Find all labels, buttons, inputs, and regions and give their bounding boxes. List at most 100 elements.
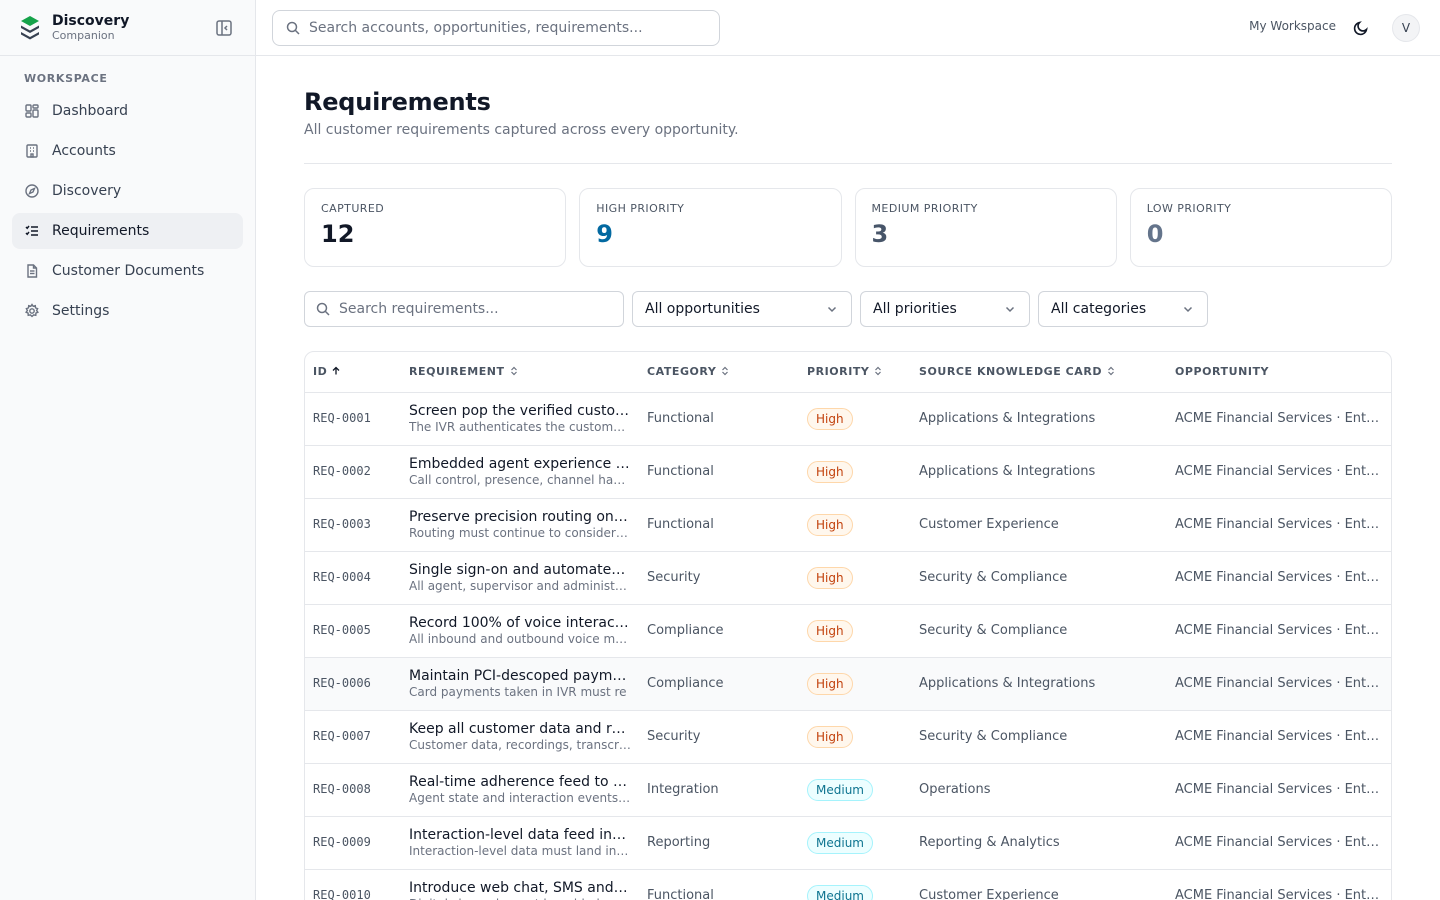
requirement-title[interactable]: Keep all customer data and recordings <box>409 721 631 737</box>
cell-requirement[interactable]: Maintain PCI-descoped payment Card paymen… <box>401 656 639 710</box>
column-header-id[interactable]: ID <box>305 352 401 392</box>
table-row[interactable]: REQ-0010 Introduce web chat, SMS and mess… <box>305 868 1391 900</box>
page-subtitle: All customer requirements captured acros… <box>304 122 739 138</box>
sidebar-item-dashboard[interactable]: Dashboard <box>12 93 243 129</box>
priority-badge: Medium <box>807 778 873 801</box>
sort-icon <box>875 366 882 376</box>
column-header-priority[interactable]: PRIORITY <box>799 352 911 392</box>
sidebar-item-customer-documents[interactable]: Customer Documents <box>12 253 243 289</box>
cell-requirement[interactable]: Single sign-on and automated provisionin… <box>401 550 639 604</box>
table-row[interactable]: REQ-0006 Maintain PCI-descoped payment Car… <box>305 656 1391 710</box>
cell-source: Reporting & Analytics <box>911 815 1167 869</box>
sidebar-item-label: Accounts <box>52 143 116 159</box>
cell-requirement[interactable]: Interaction-level data feed into the Inte… <box>401 815 639 869</box>
column-header-requirement[interactable]: REQUIREMENT <box>401 352 639 392</box>
brand-subtitle: Companion <box>52 28 115 42</box>
cell-requirement[interactable]: Preserve precision routing on premium qu… <box>401 497 639 551</box>
category-select-value: All categories <box>1051 301 1147 317</box>
chevron-down-icon <box>1005 306 1015 313</box>
cell-opportunity: ACME Financial Services · Enterprise Con… <box>1167 656 1391 710</box>
requirement-title[interactable]: Preserve precision routing on premium qu… <box>409 509 631 525</box>
requirement-id: REQ-0010 <box>313 888 371 900</box>
column-header-source[interactable]: SOURCE KNOWLEDGE CARD <box>911 352 1167 392</box>
table-row[interactable]: REQ-0001 Screen pop the verified customer… <box>305 391 1391 445</box>
category-select[interactable]: All categories <box>1038 291 1208 327</box>
cell-id: REQ-0010 <box>305 868 401 900</box>
opportunity-select[interactable]: All opportunities <box>632 291 852 327</box>
requirement-title[interactable]: Real-time adherence feed to the WFM <box>409 774 631 790</box>
stat-label: CAPTURED <box>321 202 385 215</box>
sidebar-item-requirements[interactable]: Requirements <box>12 213 243 249</box>
cell-requirement[interactable]: Real-time adherence feed to the WFMAgent… <box>401 762 639 816</box>
requirements-search-input[interactable] <box>339 301 613 317</box>
requirement-description: Card payments taken in IVR must re <box>409 685 627 699</box>
sidebar-item-settings[interactable]: Settings <box>12 293 243 329</box>
sidebar-item-discovery[interactable]: Discovery <box>12 173 243 209</box>
avatar[interactable]: V <box>1392 14 1420 42</box>
chevron-down-icon <box>1183 306 1193 313</box>
cell-priority: High <box>799 709 911 763</box>
moon-icon[interactable] <box>1352 19 1370 37</box>
brand-name: Discovery <box>52 12 130 29</box>
column-header-category[interactable]: CATEGORY <box>639 352 799 392</box>
cell-requirement[interactable]: Introduce web chat, SMS and messagingDig… <box>401 868 639 900</box>
cell-requirement[interactable]: Record 100% of voice interactions All inb… <box>401 603 639 657</box>
gear-icon <box>25 303 39 318</box>
sidebar-collapse-icon[interactable] <box>215 19 233 37</box>
requirement-id: REQ-0007 <box>313 729 371 743</box>
requirements-search[interactable] <box>304 291 624 327</box>
requirement-description: Routing must continue to consider premiu… <box>409 526 631 540</box>
cell-id: REQ-0003 <box>305 497 401 551</box>
table-row[interactable]: REQ-0003 Preserve precision routing on pr… <box>305 497 1391 551</box>
sort-icon <box>510 366 517 376</box>
column-header-opportunity: OPPORTUNITY <box>1175 365 1270 379</box>
requirement-id: REQ-0005 <box>313 623 371 637</box>
cell-category: Security <box>639 709 799 763</box>
requirement-title[interactable]: Record 100% of voice interactions <box>409 615 631 631</box>
cell-category: Security <box>639 550 799 604</box>
priority-select[interactable]: All priorities <box>860 291 1030 327</box>
cell-source: Customer Experience <box>911 497 1167 551</box>
opportunity-select-value: All opportunities <box>645 301 760 317</box>
cell-source: Applications & Integrations <box>911 656 1167 710</box>
cell-category: Reporting <box>639 815 799 869</box>
cell-requirement[interactable]: Embedded agent experience within the CRM… <box>401 444 639 498</box>
requirement-title[interactable]: Embedded agent experience within the CRM <box>409 456 631 472</box>
table-row[interactable]: REQ-0007 Keep all customer data and recor… <box>305 709 1391 763</box>
requirement-title[interactable]: Maintain PCI-descoped payment <box>409 668 631 684</box>
workspace-switcher[interactable]: My Workspace <box>1249 19 1336 33</box>
chevron-down-icon <box>827 306 837 313</box>
layers-logo-icon <box>21 15 39 39</box>
requirement-id: REQ-0008 <box>313 782 371 796</box>
table-row[interactable]: REQ-0004 Single sign-on and automated pro… <box>305 550 1391 604</box>
sidebar-item-accounts[interactable]: Accounts <box>12 133 243 169</box>
table-row[interactable]: REQ-0008 Real-time adherence feed to the … <box>305 762 1391 816</box>
cell-source: Applications & Integrations <box>911 391 1167 445</box>
table-row[interactable]: REQ-0002 Embedded agent experience within… <box>305 444 1391 498</box>
cell-requirement[interactable]: Screen pop the verified customer recordT… <box>401 391 639 445</box>
cell-priority: High <box>799 444 911 498</box>
cell-opportunity: ACME Financial Services · Enterprise Con… <box>1167 815 1391 869</box>
table-row[interactable]: REQ-0009 Interaction-level data feed into… <box>305 815 1391 869</box>
global-search-input[interactable] <box>309 20 707 36</box>
requirement-title[interactable]: Single sign-on and automated provisionin… <box>409 562 631 578</box>
table-row[interactable]: REQ-0005 Record 100% of voice interaction… <box>305 603 1391 657</box>
global-search[interactable] <box>272 10 720 46</box>
search-icon <box>316 302 330 316</box>
requirement-title[interactable]: Screen pop the verified customer record <box>409 403 631 419</box>
filters-bar: All opportunities All priorities All cat… <box>304 291 1392 327</box>
requirement-id: REQ-0003 <box>313 517 371 531</box>
requirement-id: REQ-0006 <box>313 676 371 690</box>
cell-requirement[interactable]: Keep all customer data and recordingsCus… <box>401 709 639 763</box>
requirement-title[interactable]: Introduce web chat, SMS and messaging <box>409 880 631 897</box>
stat-value: 3 <box>871 220 889 248</box>
requirement-description: Call control, presence, channel handling <box>409 473 631 487</box>
requirement-id: REQ-0004 <box>313 570 371 584</box>
priority-select-value: All priorities <box>873 301 957 317</box>
requirement-title[interactable]: Interaction-level data feed into the <box>409 827 631 843</box>
cell-priority: High <box>799 603 911 657</box>
cell-priority: Medium <box>799 815 911 869</box>
cell-id: REQ-0002 <box>305 444 401 498</box>
cell-opportunity: ACME Financial Services · Enterprise Con… <box>1167 709 1391 763</box>
cell-priority: High <box>799 550 911 604</box>
